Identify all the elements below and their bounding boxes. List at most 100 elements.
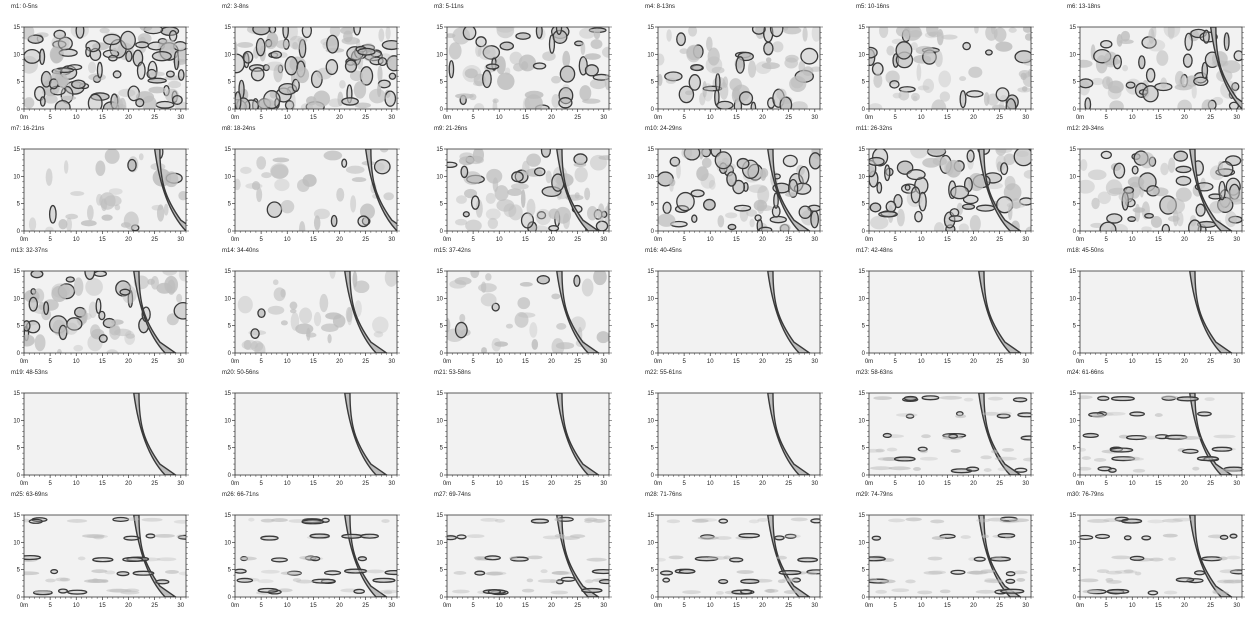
contour-blob (1213, 434, 1236, 439)
contour-blob (869, 556, 886, 562)
contour-blob (961, 203, 976, 210)
contour-blob (240, 166, 252, 174)
contour-blob (723, 555, 732, 560)
contour-blob (738, 533, 760, 539)
x-tick-label: 15 (522, 603, 529, 609)
contour-blob (997, 533, 1016, 539)
x-tick-label: 30 (177, 115, 184, 121)
contour-blob (120, 30, 136, 50)
contour-blob (718, 518, 729, 524)
contour-blob (344, 59, 358, 73)
contour-blob (948, 433, 958, 439)
x-tick-label: 5 (1104, 603, 1108, 609)
contour-blob (248, 517, 255, 522)
heatmap-plot: 0m 5 10 15 20 25 30 0 5 10 15 (647, 269, 823, 365)
contour-blob (1080, 78, 1094, 89)
contour-blob (1023, 457, 1031, 462)
contour-blob (810, 518, 820, 524)
contour-blob (447, 161, 458, 169)
contour-blob (109, 588, 132, 593)
x-tick-label: 25 (574, 237, 581, 243)
contour-blob (460, 165, 469, 179)
contour-blob (1119, 39, 1134, 45)
contour-blob (939, 91, 951, 102)
contour-blob (1016, 578, 1026, 582)
x-tick-label: 25 (996, 603, 1003, 609)
contour-blob (784, 192, 797, 197)
x-tick-label: 20 (125, 481, 132, 487)
contour-blob (875, 448, 885, 453)
contour-blob (50, 569, 59, 575)
chart-panel: m13: 32-37ns 0m 5 10 15 20 25 30 0 5 10 15 (6, 248, 206, 368)
contour-blob (1175, 577, 1195, 583)
contour-blob (962, 41, 971, 51)
contour-blob (973, 556, 986, 562)
plot-frame (657, 270, 821, 354)
contour-blob (63, 160, 69, 174)
contour-blob (108, 54, 118, 62)
contour-blob (373, 159, 391, 175)
chart-panel: m29: 74-79ns 0m 5 10 15 20 25 30 0 5 10 15 (851, 492, 1051, 612)
contour-blob (1219, 534, 1229, 540)
contour-blob (485, 273, 492, 281)
contour-blob (34, 334, 46, 352)
contour-blob (751, 27, 766, 35)
contour-blob (91, 569, 108, 574)
plot-frame (234, 392, 398, 476)
x-tick-label: 5 (893, 603, 897, 609)
contour-blob (289, 35, 305, 50)
contour-layer (24, 515, 186, 597)
contour-layer (133, 393, 177, 475)
contour-blob (962, 194, 979, 205)
x-tick-label: 30 (600, 603, 607, 609)
contour-blob (151, 50, 172, 62)
contour-blob (732, 179, 746, 195)
contour-blob (173, 519, 186, 524)
x-tick-label: 20 (548, 359, 555, 365)
heatmap-plot: 0m 5 10 15 20 25 30 0 5 10 15 (1069, 147, 1245, 243)
contour-blob (24, 48, 41, 64)
contour-blob (593, 28, 601, 40)
contour-band (344, 393, 388, 475)
y-tick-label: 15 (1069, 25, 1076, 31)
contour-blob (274, 178, 290, 192)
contour-blob (171, 94, 183, 105)
heatmap-plot: 0m 5 10 15 20 25 30 0 5 10 15 (13, 513, 189, 609)
contour-blob (1225, 468, 1241, 473)
contour-blob (123, 211, 139, 230)
contour-band (767, 149, 811, 231)
chart-title: m2: 3-8ns (222, 4, 249, 10)
contour-blob (239, 556, 257, 561)
contour-blob (757, 185, 770, 204)
contour-blob (1106, 213, 1123, 224)
contour-blob (755, 27, 766, 39)
x-tick-label: 25 (785, 359, 792, 365)
contour-blob (969, 570, 983, 575)
contour-blob (284, 56, 299, 76)
contour-blob (678, 568, 696, 574)
x-tick-label: 20 (336, 237, 343, 243)
contour-blob (1001, 447, 1015, 452)
contour-blob (98, 334, 108, 343)
contour-blob (510, 183, 529, 190)
contour-blob (782, 27, 802, 35)
contour-blob (738, 91, 754, 106)
contour-blob (28, 296, 39, 312)
contour-blob (1107, 467, 1117, 473)
contour-blob (168, 29, 178, 42)
contour-blob (1163, 590, 1178, 595)
contour-blob (877, 457, 900, 461)
contour-blob (169, 44, 176, 54)
plot-frame (23, 148, 187, 232)
contour-blob (1081, 456, 1092, 460)
heatmap-plot: 0m 5 10 15 20 25 30 0 5 10 15 (13, 269, 189, 365)
heatmap-plot: 0m 5 10 15 20 25 30 0 5 10 15 (858, 269, 1034, 365)
contour-layer (28, 149, 186, 231)
x-tick-label: 5 (893, 237, 897, 243)
contour-layer (235, 149, 397, 231)
contour-blob (919, 456, 938, 461)
contour-blob (1212, 590, 1230, 595)
x-tick-label: 25 (362, 603, 369, 609)
contour-blob (116, 571, 130, 577)
contour-band (556, 515, 600, 597)
